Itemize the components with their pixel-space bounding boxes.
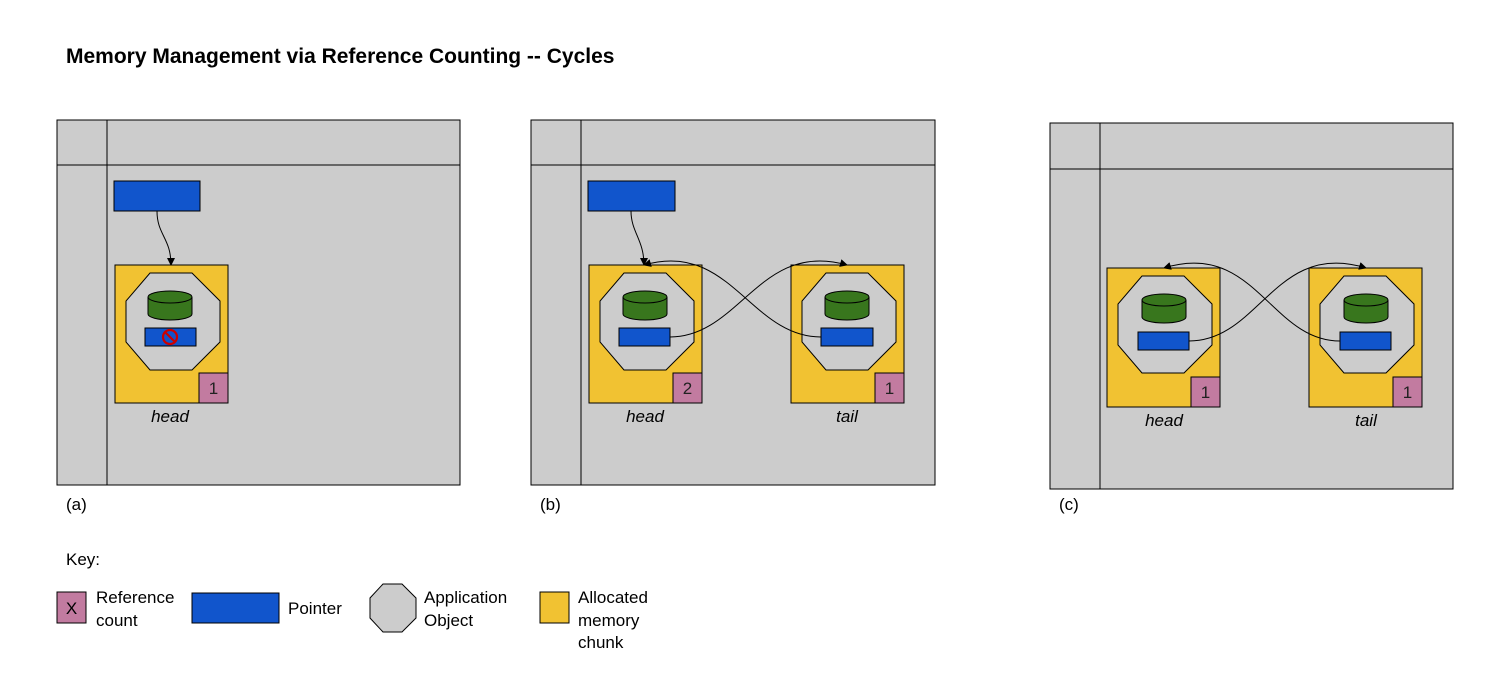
legend-chunk-label-3: chunk — [578, 633, 624, 652]
legend-heading: Key: — [66, 550, 100, 569]
chunk-label-head: head — [1145, 411, 1183, 430]
refcount-box — [1190, 376, 1221, 408]
legend-refcount-symbol: X — [66, 599, 77, 618]
application-object — [1319, 275, 1415, 374]
application-object — [1117, 275, 1213, 374]
disk-icon — [1343, 300, 1389, 324]
panel-caption: (a) — [66, 495, 87, 514]
refcount-box — [672, 372, 703, 404]
memory-chunk-tail: 1 — [1308, 267, 1423, 408]
refcount-value: 1 — [885, 379, 894, 398]
pointer-field — [1137, 331, 1190, 351]
panel-c: 1 head 1 tail (c) — [1049, 122, 1454, 514]
disk-icon-top — [147, 290, 193, 304]
disk-icon-top — [1141, 293, 1187, 307]
panel-caption: (c) — [1059, 495, 1079, 514]
diagram-title: Memory Management via Reference Counting… — [66, 45, 614, 68]
legend: Key: X Reference count Pointer Applicati… — [56, 550, 648, 652]
legend-refcount-label-1: Reference — [96, 588, 174, 607]
memory-chunk-tail: 1 — [790, 264, 905, 404]
chunk-label-tail: tail — [1355, 411, 1378, 430]
refcount-value: 1 — [209, 379, 218, 398]
refcount-box — [1392, 376, 1423, 408]
chunk-label-head: head — [626, 407, 664, 426]
tail-to-head-arrow — [1163, 262, 1341, 342]
legend-chunk-label-1: Allocated — [578, 588, 648, 607]
root-pointer — [587, 180, 676, 212]
refcount-value: 2 — [683, 379, 692, 398]
pointer-field — [618, 327, 671, 347]
legend-pointer-label: Pointer — [288, 599, 342, 618]
refcount-box — [874, 372, 905, 404]
disk-icon — [147, 297, 193, 321]
panel-b: 2 head 1 tail (b) — [530, 119, 936, 514]
legend-object-label-1: Application — [424, 588, 507, 607]
disk-icon-top — [1343, 293, 1389, 307]
legend-refcount-label-2: count — [96, 611, 138, 630]
memory-chunk-head: 2 — [588, 264, 703, 404]
refcount-box — [198, 372, 229, 404]
disk-icon-top — [622, 290, 668, 304]
application-object — [125, 272, 221, 371]
legend-chunk-label-2: memory — [578, 611, 640, 630]
legend-chunk-swatch — [539, 591, 570, 624]
disk-icon-top — [824, 290, 870, 304]
tail-to-head-arrow — [643, 259, 822, 338]
refcount-value: 1 — [1201, 383, 1210, 402]
null-pointer-icon — [161, 328, 179, 346]
memory-chunk-head: 1 — [1106, 267, 1221, 408]
root-pointer — [113, 180, 201, 212]
application-object — [599, 272, 695, 371]
panel-caption: (b) — [540, 495, 561, 514]
pointer-arrow — [156, 210, 175, 266]
panel-a: 1 head (a) — [56, 119, 461, 514]
pointer-field — [1339, 331, 1392, 351]
application-object — [801, 272, 897, 371]
legend-object-swatch — [369, 583, 417, 633]
disk-icon — [1141, 300, 1187, 324]
disk-icon — [824, 297, 870, 321]
legend-object-label-2: Object — [424, 611, 473, 630]
legend-pointer-swatch — [191, 592, 280, 624]
head-to-tail-arrow — [669, 259, 848, 338]
memory-chunk-head: 1 — [114, 264, 229, 404]
refcount-value: 1 — [1403, 383, 1412, 402]
head-to-tail-arrow — [1188, 262, 1367, 342]
legend-refcount-swatch — [56, 591, 87, 624]
chunk-label-tail: tail — [836, 407, 859, 426]
pointer-field — [820, 327, 874, 347]
disk-icon — [622, 297, 668, 321]
chunk-label-head: head — [151, 407, 189, 426]
